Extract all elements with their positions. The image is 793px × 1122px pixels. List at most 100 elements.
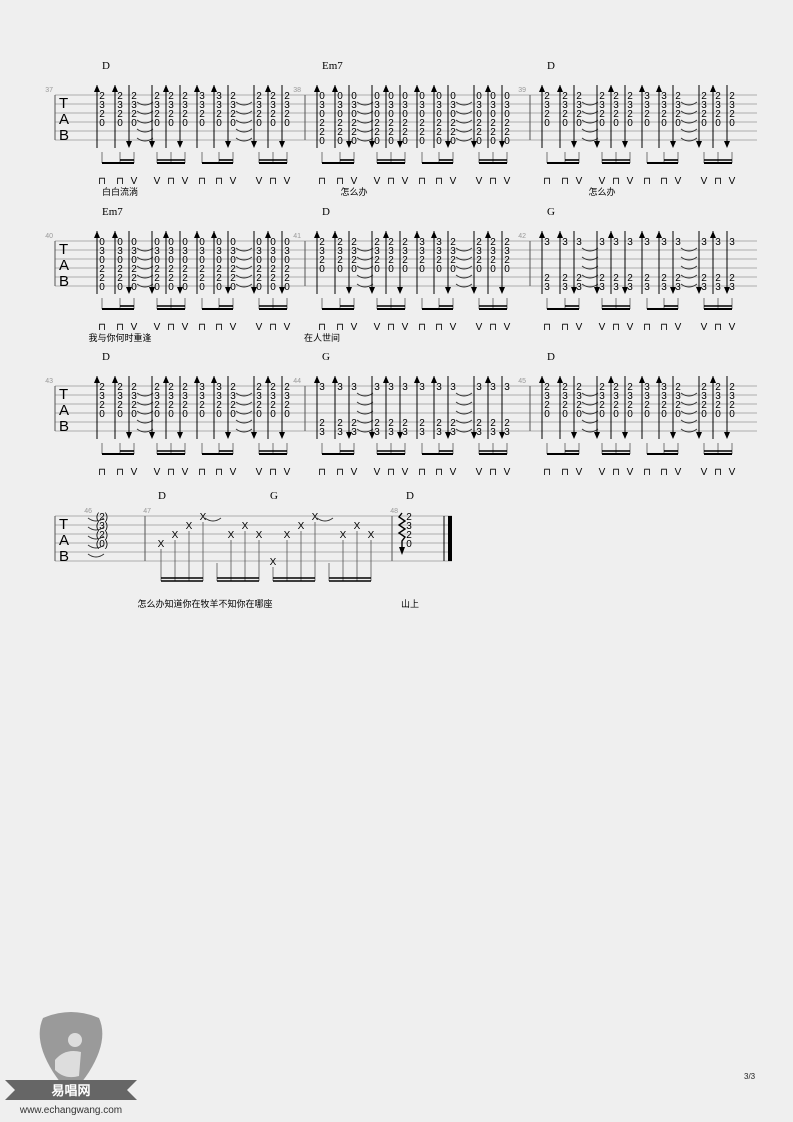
tie-arc (356, 428, 374, 433)
fret-number: 2 (388, 237, 394, 248)
fret-number: 2 (182, 382, 188, 393)
fret-number: 0 (504, 136, 510, 147)
strum-down-arrow-icon (622, 432, 628, 439)
fret-number: 2 (131, 109, 137, 120)
fret-number: 2 (436, 418, 442, 429)
fret-number: 2 (599, 91, 605, 102)
strum-down-arrow-icon (594, 432, 600, 439)
tie-arc (356, 401, 374, 406)
fret-number: 2 (613, 400, 619, 411)
fret-number: 3 (168, 391, 174, 402)
fret-number: 2 (504, 255, 510, 266)
fret-number: 2 (351, 255, 357, 266)
strum-up-arrow-icon (710, 231, 716, 238)
fret-number: 2 (99, 400, 105, 411)
strum-down-arrow-icon (177, 432, 183, 439)
fret-number: (3) (96, 521, 108, 532)
upstroke-mark: V (284, 322, 291, 333)
fret-number: 0 (256, 118, 262, 129)
strum-down-arrow-icon (696, 141, 702, 148)
tie-arc (356, 410, 374, 415)
fret-number: 3 (99, 391, 105, 402)
strum-up-arrow-icon (332, 231, 338, 238)
downstroke-mark: ⊓ (435, 322, 443, 333)
fret-number: 3 (675, 282, 681, 293)
fret-number: 0 (715, 409, 721, 420)
fret-number: 0 (504, 264, 510, 275)
fret-number: 2 (715, 382, 721, 393)
fret-number: 0 (216, 118, 222, 129)
fret-number: 3 (576, 282, 582, 293)
fret-number: 0 (199, 255, 205, 266)
measure-number: 45 (518, 378, 526, 385)
fret-number: 2 (476, 237, 482, 248)
fret-number: 3 (419, 237, 425, 248)
fret-number: 2 (599, 109, 605, 120)
fret-number: 2 (99, 109, 105, 120)
tie-arc (680, 401, 698, 406)
fret-number: 2 (562, 382, 568, 393)
echangwang-logo: 易唱网 www.echangwang.com (5, 1012, 137, 1116)
downstroke-mark: ⊓ (215, 322, 223, 333)
downstroke-mark: ⊓ (318, 176, 326, 187)
fret-number: (2) (96, 512, 108, 523)
strum-down-arrow-icon (696, 432, 702, 439)
fret-number: 0 (436, 264, 442, 275)
fret-number: 2 (270, 109, 276, 120)
fret-number: 3 (168, 100, 174, 111)
fret-number: 3 (544, 391, 550, 402)
strum-up-arrow-icon (414, 376, 420, 383)
strum-down-arrow-icon (670, 287, 676, 294)
fret-number: 2 (576, 400, 582, 411)
upstroke-mark: V (504, 467, 511, 478)
fret-number: 3 (284, 100, 290, 111)
strum-up-arrow-icon (383, 231, 389, 238)
fret-number: 2 (230, 91, 236, 102)
fret-number: 3 (729, 391, 735, 402)
fret-number: 2 (715, 400, 721, 411)
fret-number: 0 (270, 118, 276, 129)
strum-up-arrow-icon (163, 376, 169, 383)
strum-down-arrow-icon (499, 287, 505, 294)
fret-number: 2 (675, 400, 681, 411)
tab-clef-letter: B (59, 418, 69, 435)
tie-arc (680, 256, 698, 261)
fret-number: 2 (627, 91, 633, 102)
fret-number: 0 (374, 264, 380, 275)
fret-number: 2 (99, 91, 105, 102)
fret-number: 0 (99, 255, 105, 266)
downstroke-mark: ⊓ (336, 322, 344, 333)
fret-number: 2 (154, 109, 160, 120)
fret-number: 3 (644, 91, 650, 102)
fret-number: 2 (284, 264, 290, 275)
tie-arc (680, 265, 698, 270)
fret-number: 2 (319, 237, 325, 248)
fret-number: 2 (117, 91, 123, 102)
fret-number: 0 (284, 282, 290, 293)
tie-arc (136, 128, 154, 133)
fret-number: 2 (406, 530, 412, 541)
downstroke-mark: ⊓ (215, 176, 223, 187)
fret-number: 2 (544, 91, 550, 102)
final-barline-thick (448, 516, 452, 561)
upstroke-mark: V (504, 176, 511, 187)
fret-number: 2 (627, 273, 633, 284)
tie-arc (87, 553, 105, 558)
fret-number: 3 (701, 237, 707, 248)
tab-clef-letter: B (59, 548, 69, 565)
fret-number: 3 (599, 100, 605, 111)
fret-number: 0 (450, 109, 456, 120)
strum-up-arrow-icon (539, 376, 545, 383)
upstroke-mark: V (284, 176, 291, 187)
fret-number: 0 (436, 136, 442, 147)
fret-number: 2 (351, 237, 357, 248)
fret-number: 2 (351, 418, 357, 429)
fret-number: 0 (131, 255, 137, 266)
strum-up-arrow-icon (431, 376, 437, 383)
strum-up-arrow-icon (265, 85, 271, 92)
tie-arc (581, 274, 599, 279)
strum-up-arrow-icon (332, 376, 338, 383)
fret-number: 3 (490, 100, 496, 111)
upstroke-mark: V (729, 322, 736, 333)
fret-number: 0 (199, 118, 205, 129)
